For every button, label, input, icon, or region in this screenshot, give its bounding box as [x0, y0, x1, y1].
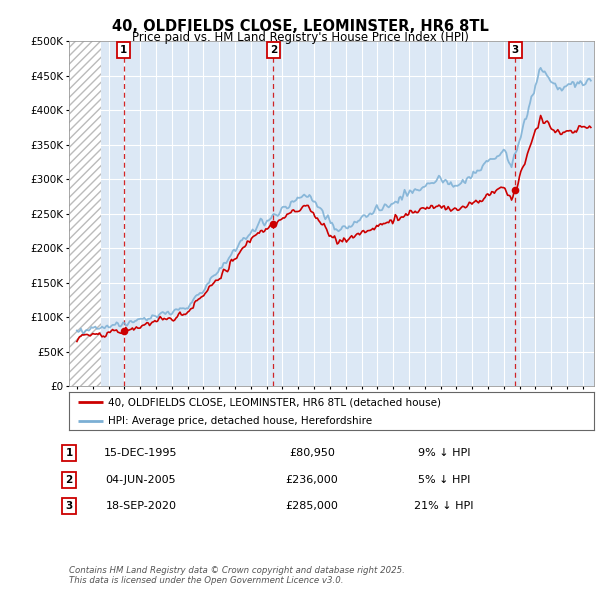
Text: 21% ↓ HPI: 21% ↓ HPI: [414, 502, 474, 511]
Text: HPI: Average price, detached house, Herefordshire: HPI: Average price, detached house, Here…: [109, 415, 373, 425]
Text: 1: 1: [120, 45, 127, 55]
Text: 9% ↓ HPI: 9% ↓ HPI: [418, 448, 470, 458]
Text: £236,000: £236,000: [286, 475, 338, 484]
Text: 1: 1: [65, 448, 73, 458]
Text: Price paid vs. HM Land Registry's House Price Index (HPI): Price paid vs. HM Land Registry's House …: [131, 31, 469, 44]
Text: 40, OLDFIELDS CLOSE, LEOMINSTER, HR6 8TL: 40, OLDFIELDS CLOSE, LEOMINSTER, HR6 8TL: [112, 19, 488, 34]
Text: 18-SEP-2020: 18-SEP-2020: [106, 502, 176, 511]
Text: 3: 3: [65, 502, 73, 511]
Text: Contains HM Land Registry data © Crown copyright and database right 2025.
This d: Contains HM Land Registry data © Crown c…: [69, 566, 405, 585]
Text: 40, OLDFIELDS CLOSE, LEOMINSTER, HR6 8TL (detached house): 40, OLDFIELDS CLOSE, LEOMINSTER, HR6 8TL…: [109, 397, 442, 407]
Text: 2: 2: [65, 475, 73, 484]
Text: 15-DEC-1995: 15-DEC-1995: [104, 448, 178, 458]
Text: 2: 2: [269, 45, 277, 55]
Text: 04-JUN-2005: 04-JUN-2005: [106, 475, 176, 484]
Text: 5% ↓ HPI: 5% ↓ HPI: [418, 475, 470, 484]
Text: 3: 3: [511, 45, 519, 55]
Text: £285,000: £285,000: [286, 502, 338, 511]
Text: £80,950: £80,950: [289, 448, 335, 458]
